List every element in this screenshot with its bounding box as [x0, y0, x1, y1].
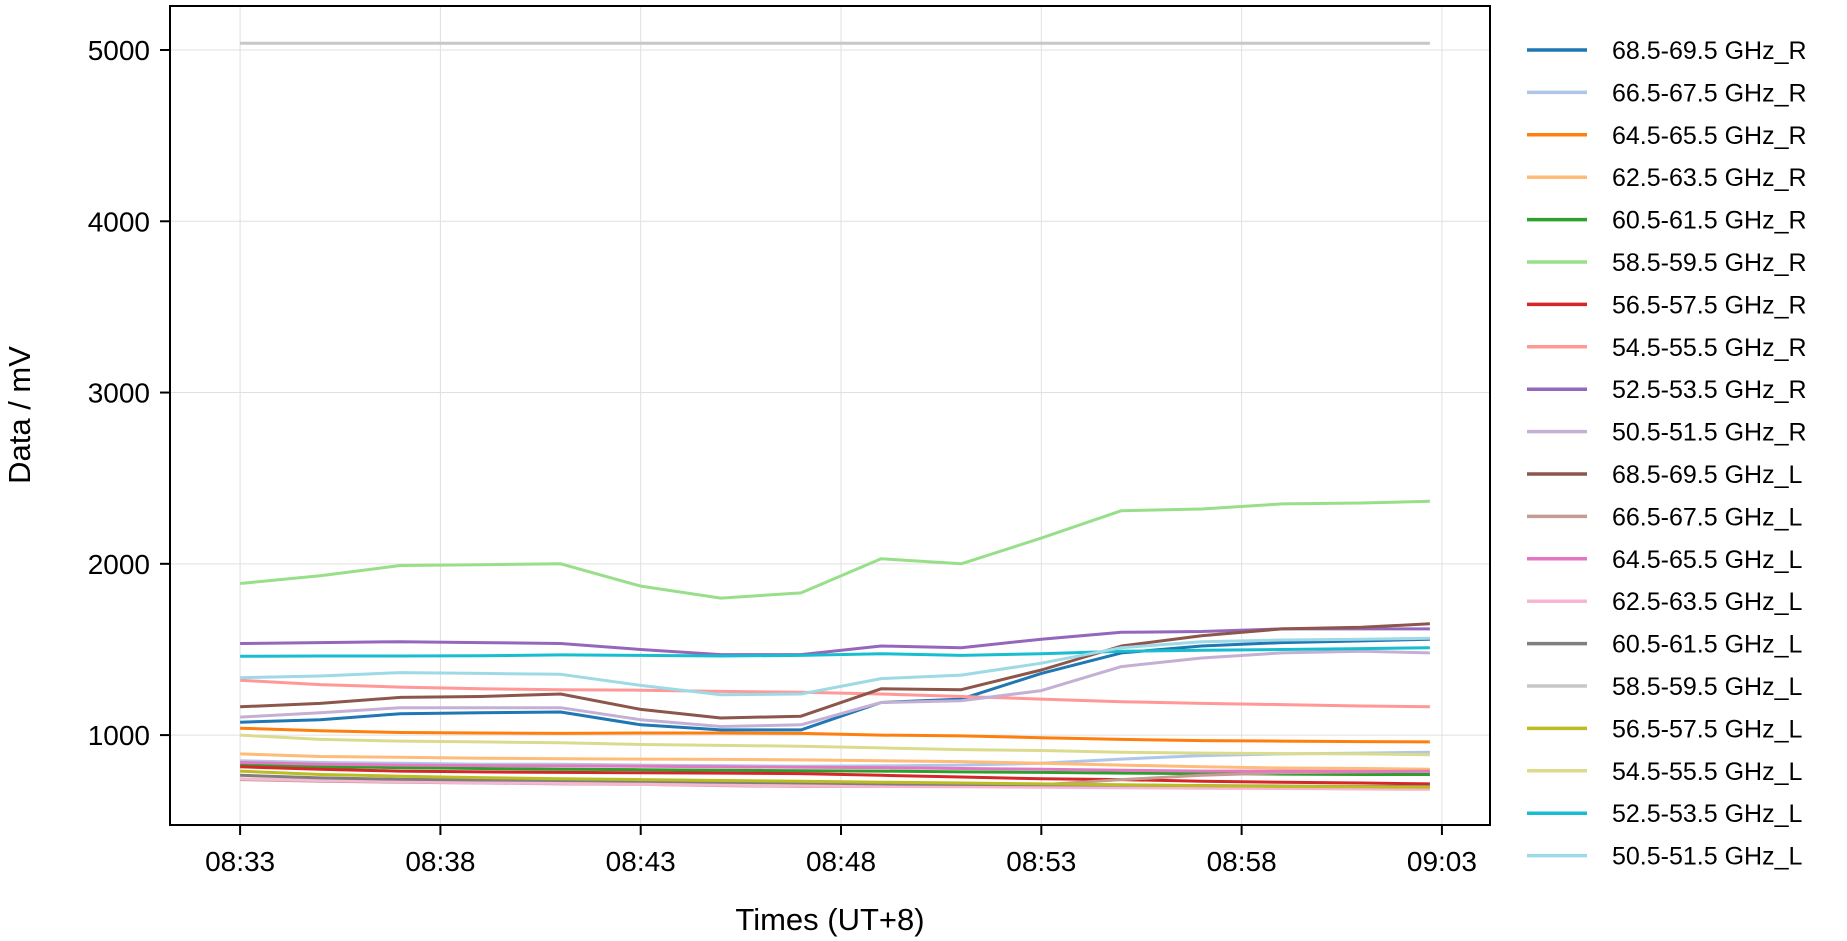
legend-label: 50.5-51.5 GHz_L	[1612, 843, 1802, 871]
legend-label: 62.5-63.5 GHz_R	[1612, 164, 1807, 192]
y-tick-label: 4000	[88, 206, 150, 237]
legend-label: 64.5-65.5 GHz_R	[1612, 122, 1807, 150]
legend-label: 52.5-53.5 GHz_R	[1612, 376, 1807, 404]
series-line	[240, 761, 1430, 773]
legend-label: 64.5-65.5 GHz_L	[1612, 546, 1802, 574]
x-tick-label: 08:48	[806, 846, 876, 877]
y-tick-label: 1000	[88, 720, 150, 751]
legend-label: 50.5-51.5 GHz_R	[1612, 419, 1807, 447]
legend-label: 56.5-57.5 GHz_L	[1612, 715, 1802, 743]
series-line	[239, 499, 1430, 600]
legend-label: 58.5-59.5 GHz_L	[1612, 673, 1802, 701]
y-tick-label: 2000	[88, 549, 150, 580]
x-axis: 08:33 08:38 08:43 08:48 08:53 08:58 09:03	[205, 825, 1477, 877]
grid	[170, 6, 1490, 825]
series-line	[240, 777, 1430, 791]
legend-label: 66.5-67.5 GHz_L	[1612, 503, 1802, 531]
y-axis: 1000 2000 3000 4000 5000	[88, 35, 170, 751]
x-tick-label: 09:03	[1407, 846, 1477, 877]
legend-label: 62.5-63.5 GHz_L	[1612, 588, 1802, 616]
series-line	[240, 726, 1430, 744]
plot-frame	[169, 5, 1491, 826]
legend-label: 54.5-55.5 GHz_R	[1612, 334, 1807, 362]
series-line	[240, 752, 1430, 771]
legend-label: 56.5-57.5 GHz_R	[1612, 291, 1807, 319]
x-tick-label: 08:53	[1006, 846, 1076, 877]
x-tick-label: 08:58	[1207, 846, 1277, 877]
series-lines	[239, 41, 1430, 791]
legend-label: 60.5-61.5 GHz_R	[1612, 207, 1807, 235]
legend-label: 68.5-69.5 GHz_L	[1612, 461, 1802, 489]
y-tick-label: 3000	[88, 378, 150, 409]
legend-label: 66.5-67.5 GHz_R	[1612, 79, 1807, 107]
x-tick-label: 08:33	[205, 846, 275, 877]
series-line	[240, 769, 1430, 789]
series-line	[240, 636, 1430, 697]
x-axis-label: Times (UT+8)	[735, 902, 924, 937]
series-line	[240, 733, 1430, 757]
series-line	[240, 622, 1430, 720]
x-tick-label: 08:43	[606, 846, 676, 877]
legend-label: 68.5-69.5 GHz_R	[1612, 37, 1807, 65]
legend-label: 60.5-61.5 GHz_L	[1612, 631, 1802, 659]
legend-label: 58.5-59.5 GHz_R	[1612, 249, 1807, 277]
legend-label: 54.5-55.5 GHz_L	[1612, 758, 1802, 786]
series-line	[240, 678, 1430, 709]
series-line	[240, 765, 1430, 786]
series-line	[240, 649, 1430, 728]
legend-label: 52.5-53.5 GHz_L	[1612, 800, 1802, 828]
x-tick-label: 08:38	[405, 846, 475, 877]
series-line	[240, 637, 1430, 732]
series-line	[240, 646, 1430, 658]
y-axis-label: Data / mV	[2, 346, 37, 484]
legend: 68.5-69.5 GHz_R 66.5-67.5 GHz_R 64.5-65.5 …	[1527, 37, 1807, 871]
series-line	[240, 627, 1430, 657]
y-tick-label: 5000	[88, 35, 150, 66]
